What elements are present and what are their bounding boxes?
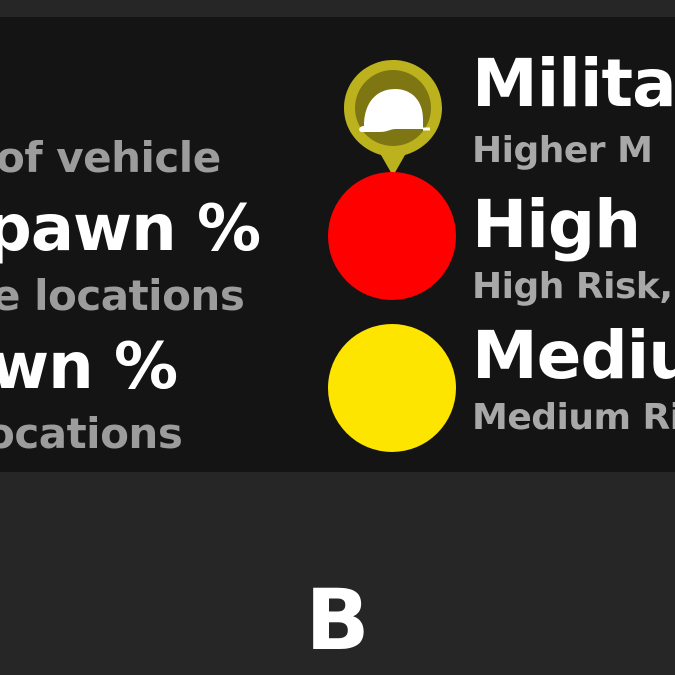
legend-panel: of vehicle pawn % e locations wn % ocati… — [0, 17, 675, 472]
left-title-spawn-2: wn % — [0, 330, 178, 404]
left-label-vehicle: of vehicle — [0, 133, 221, 182]
military-title: Milita — [472, 45, 675, 122]
medium-subtitle: Medium Ri — [472, 397, 675, 438]
left-label-locations-2: ocations — [0, 409, 183, 458]
military-marker — [344, 60, 442, 176]
high-risk-marker — [328, 172, 456, 300]
military-subtitle: Higher M — [472, 130, 653, 171]
high-subtitle: High Risk, — [472, 266, 673, 307]
left-label-locations: e locations — [0, 271, 245, 320]
medium-risk-marker — [328, 324, 456, 452]
high-title: High — [472, 186, 641, 263]
section-label: B — [305, 571, 370, 669]
medium-title: Mediu — [472, 317, 675, 394]
helmet-icon — [359, 89, 430, 132]
left-title-spawn: pawn % — [0, 192, 261, 266]
